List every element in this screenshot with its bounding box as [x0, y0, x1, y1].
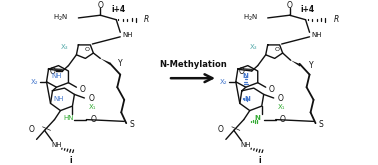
Text: NH: NH: [53, 96, 64, 102]
Polygon shape: [100, 58, 111, 65]
Text: O: O: [218, 125, 224, 134]
Text: NH: NH: [51, 142, 62, 148]
Text: O: O: [278, 94, 284, 103]
Text: O: O: [274, 47, 279, 52]
Text: X₂: X₂: [31, 79, 39, 85]
Text: X₁: X₁: [88, 104, 96, 110]
Text: R: R: [144, 15, 149, 24]
Text: Y: Y: [118, 59, 123, 68]
Text: O: O: [287, 1, 293, 10]
Text: i+4: i+4: [301, 5, 314, 14]
Text: i: i: [259, 156, 261, 165]
Text: O: O: [29, 125, 34, 134]
Text: N: N: [245, 96, 251, 102]
Text: O: O: [280, 115, 285, 124]
Text: N-Methylation: N-Methylation: [159, 60, 227, 69]
Text: O: O: [79, 85, 85, 94]
Text: i: i: [69, 156, 72, 165]
Text: NH: NH: [122, 32, 133, 38]
Text: O: O: [90, 115, 96, 124]
Text: S: S: [319, 120, 323, 130]
Text: X₂: X₂: [220, 79, 228, 85]
Text: S: S: [129, 120, 134, 130]
Text: H$_2$N: H$_2$N: [243, 13, 258, 23]
Text: O: O: [88, 94, 94, 103]
Text: X₃: X₃: [250, 44, 258, 50]
Text: NH: NH: [311, 32, 322, 38]
Text: O: O: [98, 1, 103, 10]
Text: Y: Y: [308, 61, 313, 70]
Text: N: N: [243, 72, 249, 79]
Text: X₁: X₁: [278, 104, 285, 110]
Text: H$_2$N: H$_2$N: [53, 13, 68, 23]
Text: N: N: [255, 115, 261, 121]
Text: X₃: X₃: [61, 44, 68, 50]
Text: NH: NH: [240, 142, 251, 148]
Text: i+4: i+4: [111, 5, 125, 14]
Text: O: O: [85, 47, 90, 52]
Text: O: O: [239, 66, 245, 76]
Text: R: R: [333, 15, 339, 24]
Text: HN: HN: [63, 115, 74, 121]
Text: O: O: [50, 66, 56, 76]
Text: NH: NH: [51, 72, 62, 79]
Polygon shape: [291, 60, 301, 66]
Text: O: O: [269, 85, 275, 94]
